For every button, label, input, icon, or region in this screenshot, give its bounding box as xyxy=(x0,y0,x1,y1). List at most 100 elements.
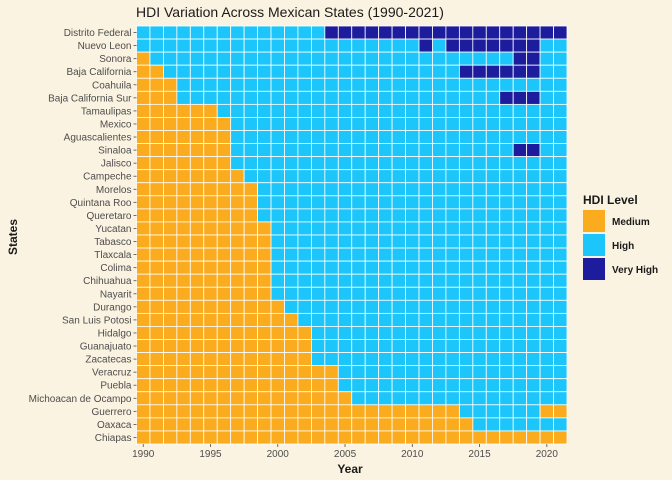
heatmap-cell xyxy=(136,156,151,171)
heatmap-cell xyxy=(324,221,339,236)
heatmap-cell xyxy=(284,273,299,288)
heatmap-cell xyxy=(364,130,380,144)
heatmap-cell xyxy=(257,365,272,380)
heatmap-cell xyxy=(445,221,460,236)
heatmap-cell xyxy=(297,312,312,327)
heatmap-cell xyxy=(364,404,380,419)
heatmap-cell xyxy=(458,143,474,158)
heatmap-cell xyxy=(257,156,272,171)
heatmap-cell xyxy=(378,378,393,393)
heatmap-cell xyxy=(310,234,326,249)
heatmap-cell xyxy=(284,417,299,432)
heatmap-cell xyxy=(526,404,541,419)
heatmap-cell xyxy=(203,417,218,432)
heatmap-cell xyxy=(526,339,541,353)
heatmap-cell xyxy=(378,38,393,53)
heatmap-cell xyxy=(149,299,164,314)
heatmap-cell xyxy=(136,208,151,223)
heatmap-cell xyxy=(553,64,568,79)
heatmap-cell xyxy=(284,299,299,314)
heatmap-cell xyxy=(257,417,272,432)
heatmap-cell xyxy=(499,195,514,210)
heatmap-cell xyxy=(499,90,514,105)
heatmap-cell xyxy=(351,286,366,301)
heatmap-cell xyxy=(432,221,447,236)
heatmap-cell xyxy=(310,103,326,118)
heatmap-cell xyxy=(270,260,285,275)
heatmap-cell xyxy=(163,51,178,66)
heatmap-cell xyxy=(391,156,406,171)
heatmap-cell xyxy=(405,64,420,79)
heatmap-cell xyxy=(378,326,393,340)
heatmap-cell xyxy=(378,25,393,40)
state-label: Morelos xyxy=(96,185,132,196)
heatmap-cell xyxy=(364,260,380,275)
heatmap-cell xyxy=(351,182,366,197)
heatmap-cell xyxy=(270,391,285,406)
heatmap-cell xyxy=(418,64,433,79)
heatmap-cell xyxy=(310,378,326,393)
heatmap-cell xyxy=(539,25,554,40)
heatmap-cell xyxy=(297,208,312,223)
year-label: 1995 xyxy=(199,449,222,460)
heatmap-cell xyxy=(512,391,528,406)
heatmap-cell xyxy=(553,117,568,131)
heatmap-cell xyxy=(445,169,460,184)
heatmap-cell xyxy=(364,156,380,171)
heatmap-cell xyxy=(364,195,380,210)
heatmap-cell xyxy=(243,103,258,118)
heatmap-cell xyxy=(297,391,312,406)
heatmap-cell xyxy=(284,286,299,301)
heatmap-cell xyxy=(405,339,420,353)
heatmap-cell xyxy=(432,299,447,314)
heatmap-cell xyxy=(432,352,447,367)
heatmap-cell xyxy=(378,221,393,236)
year-label: 1990 xyxy=(132,449,155,460)
heatmap-cell xyxy=(418,195,433,210)
heatmap-cell xyxy=(230,430,245,445)
heatmap-cell xyxy=(176,260,191,275)
heatmap-cell xyxy=(391,117,406,131)
heatmap-cell xyxy=(526,378,541,393)
heatmap-cell xyxy=(230,391,245,406)
heatmap-cell xyxy=(297,169,312,184)
heatmap-cell xyxy=(539,286,554,301)
heatmap-cell xyxy=(310,352,326,367)
heatmap-cell xyxy=(351,404,366,419)
heatmap-cell xyxy=(485,417,501,432)
heatmap-cell xyxy=(351,312,366,327)
heatmap-cell xyxy=(337,339,353,353)
heatmap-cell xyxy=(243,365,258,380)
heatmap-cell xyxy=(243,417,258,432)
heatmap-cell xyxy=(230,195,245,210)
heatmap-cell xyxy=(337,208,353,223)
heatmap-cell xyxy=(526,117,541,131)
heatmap-cell xyxy=(405,247,420,262)
heatmap-cell xyxy=(216,417,232,432)
heatmap-cell xyxy=(499,260,514,275)
heatmap-cell xyxy=(378,247,393,262)
heatmap-cell xyxy=(284,77,299,92)
heatmap-cell xyxy=(418,365,433,380)
heatmap-cell xyxy=(136,326,151,340)
heatmap-cell xyxy=(176,64,191,79)
heatmap-cell xyxy=(405,260,420,275)
heatmap-cell xyxy=(149,273,164,288)
heatmap-cell xyxy=(337,404,353,419)
heatmap-cell xyxy=(243,208,258,223)
heatmap-cell xyxy=(432,365,447,380)
heatmap-cell xyxy=(458,299,474,314)
heatmap-cell xyxy=(284,378,299,393)
heatmap-cell xyxy=(310,247,326,262)
heatmap-cell xyxy=(230,339,245,353)
heatmap-cell xyxy=(149,339,164,353)
heatmap-cell xyxy=(472,352,487,367)
heatmap-cell xyxy=(284,260,299,275)
heatmap-cell xyxy=(539,103,554,118)
heatmap-cell xyxy=(418,326,433,340)
heatmap-cell xyxy=(243,195,258,210)
heatmap-cell xyxy=(405,221,420,236)
heatmap-cell xyxy=(499,130,514,144)
heatmap-cell xyxy=(176,286,191,301)
heatmap-cell xyxy=(230,156,245,171)
